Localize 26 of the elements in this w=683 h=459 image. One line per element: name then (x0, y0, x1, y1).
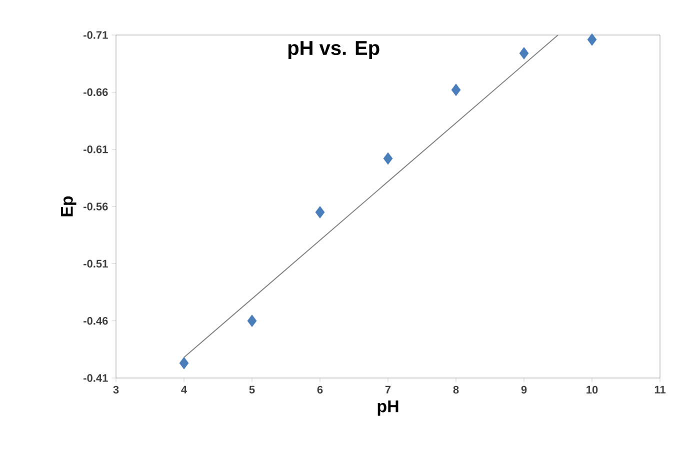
y-tick-label: -0.61 (84, 145, 108, 154)
x-tick-label: 7 (385, 386, 391, 394)
x-tick-label: 8 (453, 386, 459, 394)
x-tick-label: 3 (113, 386, 119, 394)
y-tick-label: -0.66 (84, 88, 108, 96)
chart-title: pH vs. Ep (288, 41, 380, 60)
point (179, 356, 189, 370)
x-tick-label: 5 (249, 386, 255, 394)
y-tick-label: -0.41 (84, 374, 108, 382)
point (587, 33, 597, 46)
y-axis-title: Ep (61, 196, 76, 216)
point (247, 314, 257, 328)
point (519, 47, 529, 60)
y-tick-label: -0.71 (84, 31, 108, 39)
y-tick-label: -0.56 (84, 202, 108, 210)
x-tick-label: 9 (521, 386, 527, 394)
x-tick-label: 10 (586, 386, 598, 394)
y-tick-label: -0.46 (84, 316, 108, 325)
point (383, 152, 393, 165)
x-tick-label: 4 (181, 386, 187, 394)
y-tick-label: -0.51 (84, 260, 108, 268)
x-tick-label: 6 (317, 386, 323, 394)
x-axis-title: pH (378, 400, 398, 416)
point (315, 206, 325, 218)
point (451, 84, 461, 96)
x-tick-label: 11 (654, 386, 666, 394)
